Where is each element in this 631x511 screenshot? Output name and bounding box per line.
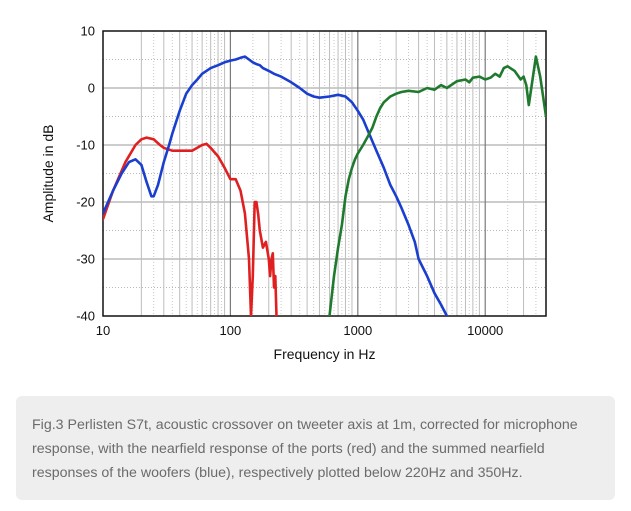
- x-tick-label: 10: [96, 323, 110, 338]
- y-tick-label: -10: [76, 138, 95, 153]
- series-line-2: [103, 55, 449, 316]
- y-tick-label: -40: [76, 309, 95, 324]
- y-tick-label: -20: [76, 195, 95, 210]
- y-tick-label: 10: [81, 24, 95, 39]
- x-tick-label: 100: [220, 323, 242, 338]
- plot-frame: [102, 30, 547, 317]
- y-tick-label: -30: [76, 252, 95, 267]
- series-line-1: [103, 136, 278, 316]
- figure-caption: Fig.3 Perlisten S7t, acoustic crossover …: [16, 396, 615, 500]
- x-tick-label: 1000: [343, 323, 372, 338]
- series-line-3: [328, 55, 546, 316]
- x-tick-label: 10000: [467, 323, 503, 338]
- y-tick-label: 0: [88, 81, 95, 96]
- y-axis-title: Amplitude in dB: [40, 124, 56, 222]
- x-axis-title: Frequency in Hz: [274, 346, 376, 362]
- chart-area: 10 0 -10 -20 -30 -40 10 100 1000 10000 Frequency …: [40, 24, 547, 362]
- caption-text: Fig.3 Perlisten S7t, acoustic crossover …: [32, 417, 578, 481]
